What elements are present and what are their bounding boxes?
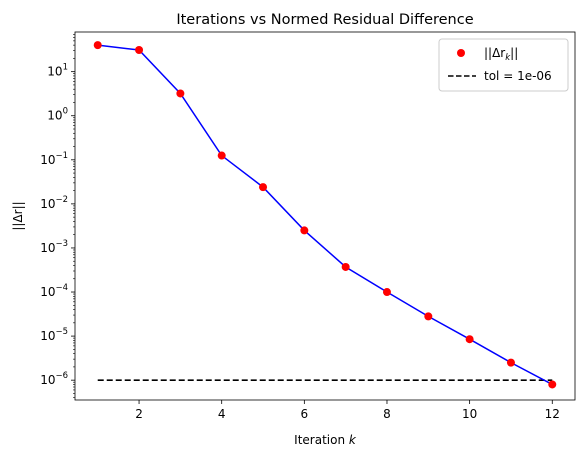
series-layer bbox=[93, 41, 557, 389]
legend-label-residual: ||Δrk|| bbox=[484, 46, 518, 63]
residual-point bbox=[465, 335, 474, 344]
residual-line bbox=[97, 44, 553, 386]
residual-point bbox=[300, 226, 309, 235]
y-tick-label: 10−3 bbox=[40, 239, 68, 255]
legend-label-tol: tol = 1e-06 bbox=[484, 69, 552, 83]
residual-point bbox=[176, 89, 185, 98]
residual-point bbox=[217, 151, 226, 160]
x-axis: 2 4 6 8 10 12 bbox=[135, 400, 560, 421]
residual-point bbox=[548, 380, 557, 389]
y-tick-label: 10−2 bbox=[40, 195, 68, 211]
y-tick-label: 101 bbox=[47, 63, 68, 79]
y-axis: 10−6 10−5 10−4 10−3 10−2 10−1 100 101 bbox=[40, 34, 75, 399]
y-tick-label: 100 bbox=[47, 107, 68, 123]
legend: ||Δrk|| tol = 1e-06 bbox=[438, 38, 569, 92]
residual-point bbox=[259, 183, 268, 192]
y-tick-label: 10−5 bbox=[40, 327, 68, 343]
y-tick-label: 10−6 bbox=[40, 371, 68, 387]
y-axis-title: ||Δr|| bbox=[11, 201, 25, 230]
residual-point bbox=[341, 262, 350, 271]
y-tick-label: 10−4 bbox=[40, 283, 68, 299]
x-tick-label: 8 bbox=[383, 407, 391, 421]
residual-point bbox=[135, 46, 144, 55]
legend-marker-residual bbox=[457, 49, 465, 57]
residual-point bbox=[93, 41, 102, 50]
x-tick-label: 4 bbox=[218, 407, 226, 421]
x-tick-label: 2 bbox=[135, 407, 143, 421]
x-tick-label: 6 bbox=[301, 407, 309, 421]
x-axis-title: Iteration k bbox=[294, 433, 357, 447]
x-tick-label: 10 bbox=[462, 407, 477, 421]
plot-area: 2 4 6 8 10 12 10−6 10−5 10−4 10−3 10−2 10−1 100 101 bbox=[40, 31, 576, 421]
residual-point bbox=[424, 312, 433, 321]
chart-title: Iterations vs Normed Residual Difference bbox=[176, 12, 473, 28]
residual-point bbox=[506, 358, 515, 367]
y-tick-label: 10−1 bbox=[40, 151, 68, 167]
axes-frame bbox=[74, 31, 576, 401]
legend-frame bbox=[438, 38, 569, 92]
residual-point bbox=[382, 288, 391, 297]
x-tick-label: 12 bbox=[545, 407, 560, 421]
